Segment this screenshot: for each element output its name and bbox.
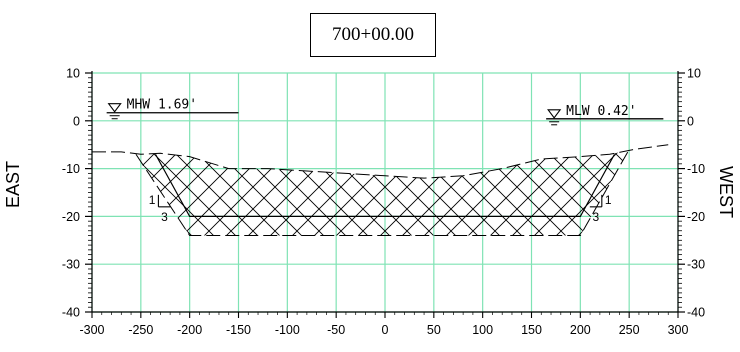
y-tick-label-right: 10 [687,67,701,81]
water-level-label: MHW 1.69' [127,98,197,113]
slope-rise-label: 1 [605,193,612,207]
x-tick-label: -100 [275,323,300,337]
x-tick-label: 150 [521,323,542,337]
station-label: 700+00.00 [332,24,414,45]
axes: 10 100 0-10 -10-20 -20-30 -30-40 -40-300 -250 -2… [62,67,705,338]
x-tick-label: -250 [128,323,153,337]
x-tick-label: -50 [327,323,345,337]
slope-run-label: 3 [592,210,599,224]
x-tick-label: -150 [226,323,251,337]
west-side-label: WEST [716,166,736,218]
water-levels: MHW 1.69' MLW 0.42' [106,98,664,126]
y-tick-label-left: -40 [62,306,80,320]
y-tick-label-left: -10 [62,162,80,176]
dredge-hatch-area [135,149,630,236]
x-tick-label: 200 [570,323,591,337]
x-tick-label: -200 [177,323,202,337]
x-tick-label: 250 [619,323,640,337]
y-tick-label-right: -30 [687,258,705,272]
y-tick-label-right: -40 [687,306,705,320]
x-tick-label: -300 [79,323,104,337]
y-tick-label-left: -20 [62,210,80,224]
y-tick-label-left: 10 [66,67,80,81]
slope-rise-label: 1 [149,193,156,207]
dredge-hatch [135,149,630,236]
x-tick-label: 300 [668,323,689,337]
y-tick-label-left: 0 [73,114,80,128]
x-tick-label: 100 [472,323,493,337]
overdredge-line [135,149,630,237]
profile-lines [92,144,669,237]
design-channel-line [154,153,616,217]
y-tick-label-right: -10 [687,162,705,176]
x-tick-label: 50 [427,323,441,337]
y-tick-label-right: -20 [687,210,705,224]
y-tick-label-left: -30 [62,258,80,272]
water-level-triangle-icon [547,109,562,119]
slope-run-label: 3 [161,210,168,224]
x-tick-label: 0 [382,323,389,337]
y-tick-label-right: 0 [687,114,694,128]
existing-ground-line [92,144,669,179]
water-level-label: MLW 0.42' [566,104,636,119]
east-side-label: EAST [3,160,23,208]
water-level-triangle-icon [107,103,122,113]
station-label-box: 700+00.00 [310,13,436,57]
